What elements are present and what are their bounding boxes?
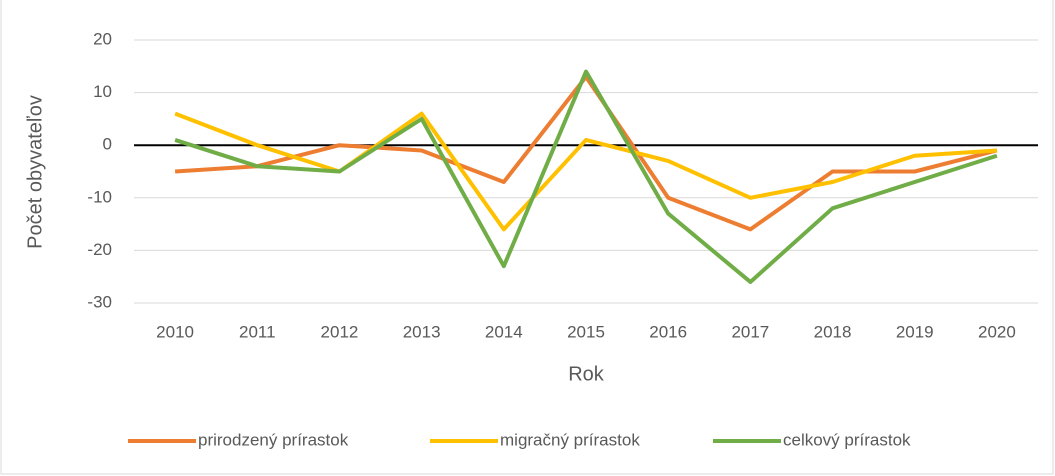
x-tick-label: 2016: [649, 322, 687, 341]
y-tick-label: -30: [87, 292, 112, 311]
x-tick-label: 2012: [321, 322, 359, 341]
x-tick-label: 2011: [239, 322, 276, 341]
x-tick-label: 2014: [485, 322, 523, 341]
series-line: [174, 69, 998, 284]
x-tick-label: 2015: [567, 322, 605, 341]
x-axis-label: Rok: [568, 363, 605, 385]
y-tick-label: 10: [93, 82, 112, 101]
legend-label: migračný prírastok: [500, 430, 640, 449]
y-axis-label: Počet obyvateľov: [24, 95, 46, 249]
legend-label: celkový prírastok: [783, 430, 911, 449]
series-line: [174, 74, 998, 232]
x-tick-label: 2020: [978, 322, 1016, 341]
x-tick-label: 2019: [896, 322, 934, 341]
x-tick-label: 2013: [403, 322, 441, 341]
y-tick-label: 20: [93, 29, 112, 48]
series-line: [174, 111, 998, 232]
y-tick-label: -10: [87, 187, 112, 206]
x-tick-label: 2010: [156, 322, 194, 341]
y-tick-label: -20: [87, 240, 112, 259]
y-tick-label: 0: [103, 135, 112, 154]
x-tick-label: 2017: [731, 322, 769, 341]
legend-label: prirodzený prírastok: [198, 430, 349, 449]
x-tick-label: 2018: [814, 322, 852, 341]
